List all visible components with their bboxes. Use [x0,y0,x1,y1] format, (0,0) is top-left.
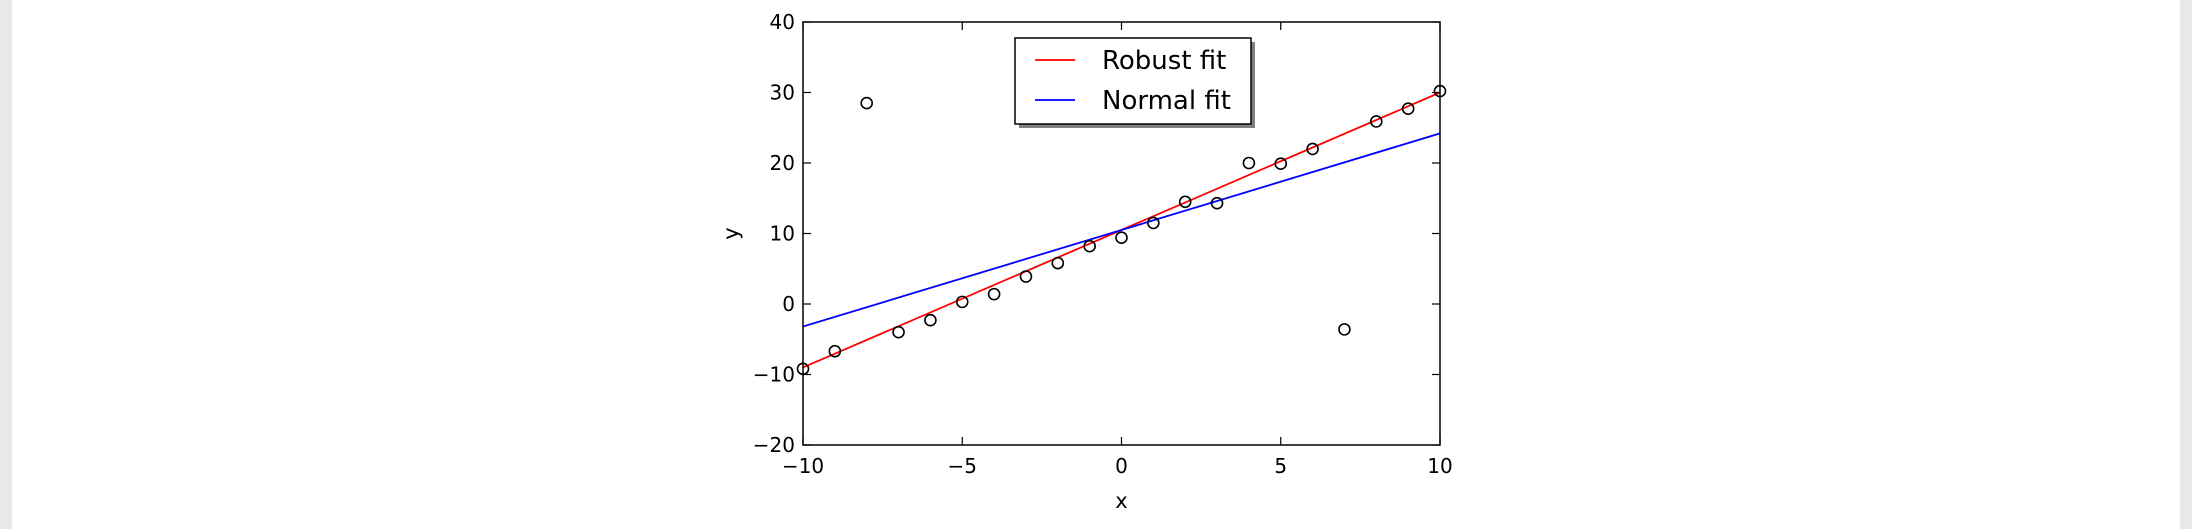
normal-fit-line [803,132,1440,328]
y-axis-label: y [719,227,743,239]
data-point [1083,239,1096,253]
data-point [924,313,937,327]
x-tick-label: 10 [1427,454,1452,478]
x-tick-label: 0 [1115,454,1128,478]
y-tick-label: 30 [770,81,795,105]
data-point [892,325,905,339]
y-tick-label: 20 [770,151,795,175]
data-point [1115,231,1128,245]
y-tick-label: 40 [770,10,795,34]
data-point [1210,196,1224,210]
y-tick-label: −20 [753,433,795,457]
data-point [1274,157,1288,171]
x-tick-label: 5 [1274,454,1287,478]
data-point [860,96,874,110]
y-tick-label: 0 [782,292,795,316]
legend-label-normal-fit: Normal fit [1102,86,1231,116]
x-tick-label: −10 [782,454,824,478]
legend: Robust fit Normal fit [1014,37,1255,128]
plot-area [796,84,1447,376]
data-point [1051,256,1065,270]
x-tick-label: −5 [948,454,977,478]
data-point [1019,270,1033,283]
y-tick-label: −10 [753,363,795,387]
data-point [1306,142,1319,156]
legend-label-robust-fit: Robust fit [1102,46,1226,76]
y-tick-label: 10 [770,222,795,246]
data-point [1242,156,1256,170]
data-point [1401,102,1415,116]
data-point [1370,115,1383,128]
data-point [987,287,1001,301]
data-point [1147,216,1160,230]
figure-background: −10 −5 0 5 10 −20 −10 0 10 20 30 40 x y Robust fit Nor… [12,0,2180,529]
data-point [1338,323,1351,336]
legend-box [1014,37,1252,125]
data-point [955,295,969,309]
data-point [828,344,842,358]
x-axis-label: x [1115,489,1127,513]
data-point [1178,195,1192,209]
